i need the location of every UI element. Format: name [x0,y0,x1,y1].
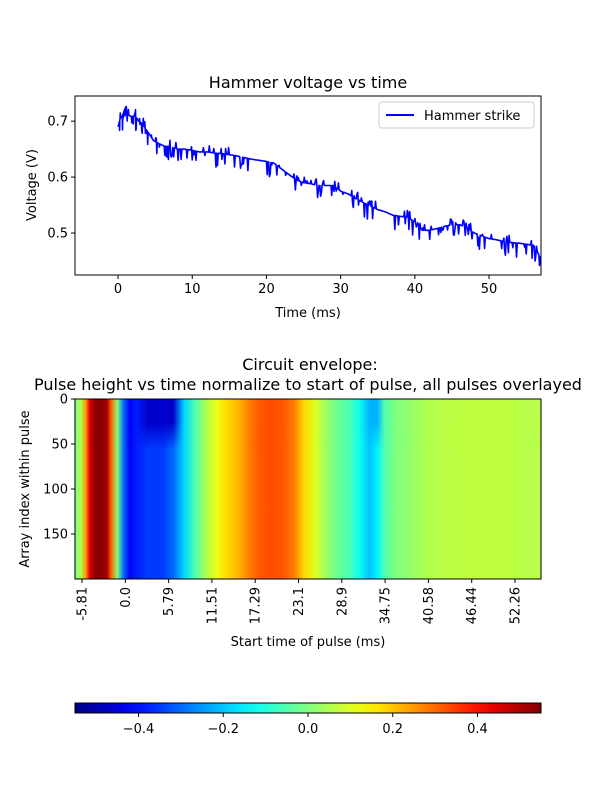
x-tick-label: 20 [258,282,275,297]
heatmap-y-tick-label: 0 [60,393,68,408]
heatmap-x-tick-label: 46.44 [465,587,480,624]
y-axis-label: Voltage (V) [25,149,40,221]
colorbar-gradient [75,703,541,713]
chart-title: Hammer voltage vs time [209,73,407,92]
x-tick-label: 10 [184,282,201,297]
colorbar: −0.4 −0.2 0.0 0.2 0.4 [74,702,542,737]
heatmap-y-tick-label: 50 [51,438,68,453]
heatmap-y-tick-label: 150 [43,528,68,543]
heatmap-x-tick-label: 0.0 [119,587,134,608]
legend: Hammer strike [378,101,535,129]
chart-title-line-1: Circuit envelope: [242,355,378,374]
heatmap-x-axis-label: Start time of pulse (ms) [231,635,386,650]
x-tick-label: 40 [407,282,424,297]
x-tick-label: 0 [114,282,122,297]
plot-frame [74,95,542,276]
x-axis-label: Time (ms) [274,306,341,321]
pulse-heatmap: Circuit envelope: Pulse height vs time n… [18,355,582,650]
y-tick-label: 0.6 [47,171,68,186]
heatmap-x-tick-label: 40.58 [422,587,437,624]
heatmap-x-tick-label: 17.29 [249,587,264,624]
colorbar-tick-label: 0.4 [467,722,488,737]
colorbar-tick-label: −0.2 [207,722,239,737]
heatmap-x-tick-label: 23.1 [292,587,307,616]
heatmap-image-top-band [75,399,541,579]
heatmap-x-tick-label: 52.26 [509,587,524,624]
heatmap-x-tick-label: 28.9 [335,587,350,616]
series-line-hammer-strike [117,105,541,267]
colorbar-tick-label: 0.0 [298,722,319,737]
heatmap-x-tick-label: 34.75 [379,587,394,624]
y-tick-label: 0.7 [47,115,68,130]
colorbar-tick-label: 0.2 [382,722,403,737]
heatmap-x-tick-label: 5.79 [162,587,177,616]
heatmap-y-axis-label: Array index within pulse [18,410,33,567]
x-tick-label: 30 [332,282,349,297]
heatmap-x-tick-label: -5.81 [76,587,91,621]
chart-title-line-2: Pulse height vs time normalize to start … [34,375,582,394]
legend-label: Hammer strike [424,109,520,124]
voltage-line-chart: Hammer voltage vs time 0 10 20 30 40 50 0.5 0.… [25,73,542,321]
legend-box [378,101,535,129]
x-tick-label: 50 [481,282,498,297]
heatmap-y-tick-label: 100 [43,483,68,498]
y-tick-label: 0.5 [47,227,68,242]
heatmap-x-tick-label: 11.51 [205,587,220,624]
colorbar-tick-label: −0.4 [123,722,155,737]
